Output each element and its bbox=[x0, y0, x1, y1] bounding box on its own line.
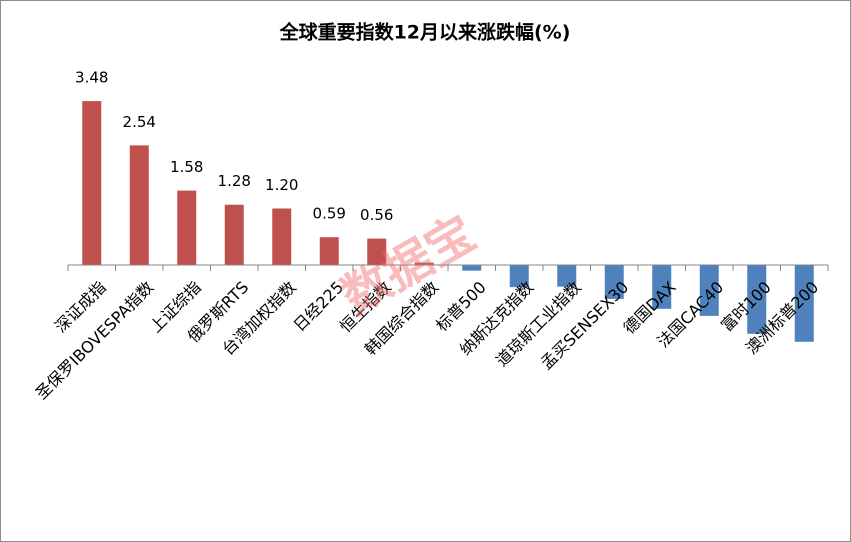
value-label: 1.28 bbox=[218, 172, 251, 190]
bar bbox=[509, 265, 529, 288]
value-label: 3.48 bbox=[75, 69, 108, 87]
bar bbox=[794, 265, 814, 342]
value-label: 1.58 bbox=[170, 158, 203, 176]
bar bbox=[699, 265, 719, 316]
bar bbox=[414, 262, 434, 265]
bar bbox=[319, 237, 339, 265]
bar bbox=[129, 145, 149, 265]
bar bbox=[272, 208, 292, 265]
bar bbox=[367, 238, 387, 265]
value-label: 1.20 bbox=[265, 176, 298, 194]
bar bbox=[82, 101, 102, 265]
bar bbox=[557, 265, 577, 287]
bar bbox=[177, 190, 197, 265]
chart-title: 全球重要指数12月以来涨跌幅(%) bbox=[279, 21, 571, 44]
value-label: 0.56 bbox=[360, 206, 393, 224]
bar bbox=[224, 204, 244, 265]
bar bbox=[747, 265, 767, 334]
value-label: 0.59 bbox=[313, 205, 346, 223]
bar bbox=[604, 265, 624, 299]
bar bbox=[652, 265, 672, 309]
bar bbox=[462, 265, 482, 271]
value-label: 2.54 bbox=[123, 113, 156, 131]
